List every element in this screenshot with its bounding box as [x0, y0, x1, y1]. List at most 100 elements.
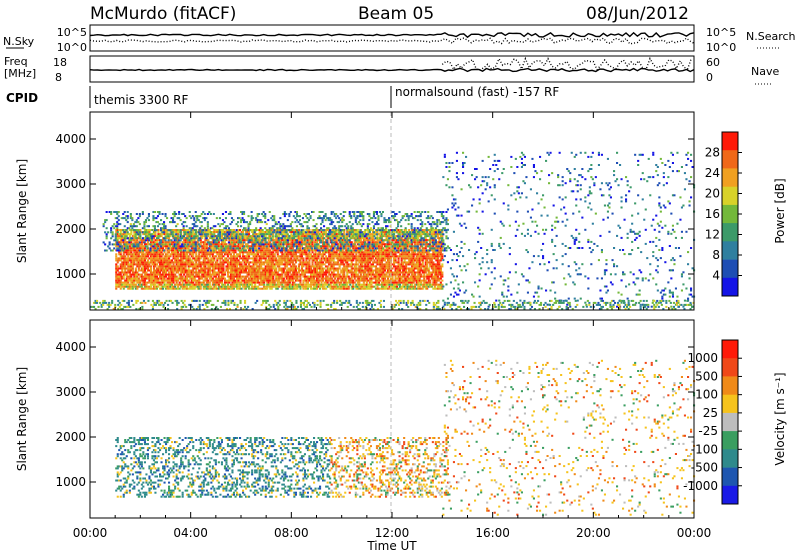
power-cell — [399, 229, 402, 231]
power-cell — [192, 255, 195, 258]
power-cell — [115, 287, 118, 290]
power-cell — [217, 251, 220, 254]
power-cell — [371, 269, 374, 272]
power-cell — [393, 255, 396, 258]
power-cell — [234, 249, 237, 252]
power-cell — [338, 275, 341, 278]
power-cell — [172, 249, 175, 252]
power-cell — [273, 257, 276, 260]
power-cell — [337, 237, 340, 240]
power-cell — [273, 285, 276, 288]
power-cell — [343, 271, 346, 274]
power-cell — [195, 273, 198, 276]
power-cell — [403, 241, 406, 244]
power-cell — [364, 275, 367, 278]
power-cell — [358, 245, 361, 248]
power-cell — [210, 247, 213, 250]
power-cell — [399, 279, 402, 282]
power-cell — [261, 269, 264, 272]
power-cell — [133, 247, 136, 250]
power-cell — [332, 273, 335, 276]
power-cell — [165, 247, 168, 250]
power-cell — [364, 283, 367, 286]
power-cell — [172, 263, 175, 266]
power-cell — [311, 245, 314, 248]
power-cell — [376, 239, 379, 242]
power-cell — [400, 265, 403, 268]
power-cell — [171, 281, 174, 284]
power-cell — [232, 283, 235, 286]
power-cell — [408, 277, 411, 280]
power-cell — [220, 241, 223, 244]
power-cell — [270, 271, 273, 274]
power-cell — [359, 279, 362, 282]
power-cell — [264, 257, 267, 260]
power-cell — [137, 281, 140, 284]
power-cell — [387, 261, 390, 264]
power-cell — [171, 259, 174, 262]
power-cell — [174, 277, 177, 280]
power-cell — [316, 259, 319, 262]
power-cell — [358, 281, 361, 284]
power-cell — [308, 277, 311, 280]
power-cell — [368, 229, 371, 231]
power-cell — [294, 243, 297, 246]
power-cell — [131, 277, 134, 280]
power-cell — [204, 259, 207, 262]
power-cell — [208, 287, 211, 290]
power-cell — [364, 277, 367, 280]
power-cell — [306, 239, 309, 242]
power-cell — [376, 287, 379, 290]
power-cell — [341, 253, 344, 256]
power-cell — [163, 251, 166, 254]
power-cell — [322, 269, 325, 272]
power-cell — [157, 269, 160, 272]
power-cell — [217, 269, 220, 272]
power-cell — [316, 253, 319, 256]
power-cell — [313, 257, 316, 260]
power-cell — [252, 237, 255, 240]
power-cell — [329, 279, 332, 282]
power-cell — [338, 233, 341, 236]
power-cell — [364, 259, 367, 262]
power-cell — [251, 237, 254, 240]
power-cell — [205, 245, 208, 248]
power-cell — [334, 277, 337, 280]
power-cell — [257, 267, 260, 270]
power-cell — [300, 249, 303, 252]
power-cell — [142, 271, 145, 274]
power-cell — [281, 255, 284, 258]
power-cell — [394, 283, 397, 286]
power-cell — [368, 283, 371, 286]
power-cell — [320, 277, 323, 280]
power-cell — [168, 259, 171, 262]
power-cell — [257, 237, 260, 240]
power-cell — [148, 257, 151, 260]
power-cell — [297, 267, 300, 270]
power-cell — [361, 275, 364, 278]
power-cell — [213, 247, 216, 250]
power-cell — [248, 287, 251, 290]
power-cell — [198, 285, 201, 288]
power-cell — [391, 247, 394, 250]
power-cell — [326, 267, 329, 270]
power-cell — [356, 251, 359, 254]
power-cell — [178, 269, 181, 272]
power-cell — [326, 277, 329, 280]
power-cell — [317, 281, 320, 284]
power-cell — [299, 287, 302, 290]
power-cell — [234, 271, 237, 274]
power-cell — [125, 253, 128, 256]
power-cell — [193, 239, 196, 242]
power-cell — [406, 243, 409, 246]
power-cell — [393, 231, 396, 233]
power-cell — [225, 285, 228, 288]
power-cell — [397, 265, 400, 268]
power-cell — [388, 241, 391, 244]
power-cell — [128, 247, 131, 250]
power-cell — [261, 247, 264, 250]
power-cell — [390, 269, 393, 272]
power-cell — [316, 271, 319, 274]
power-cell — [252, 251, 255, 254]
power-cell — [358, 269, 361, 272]
